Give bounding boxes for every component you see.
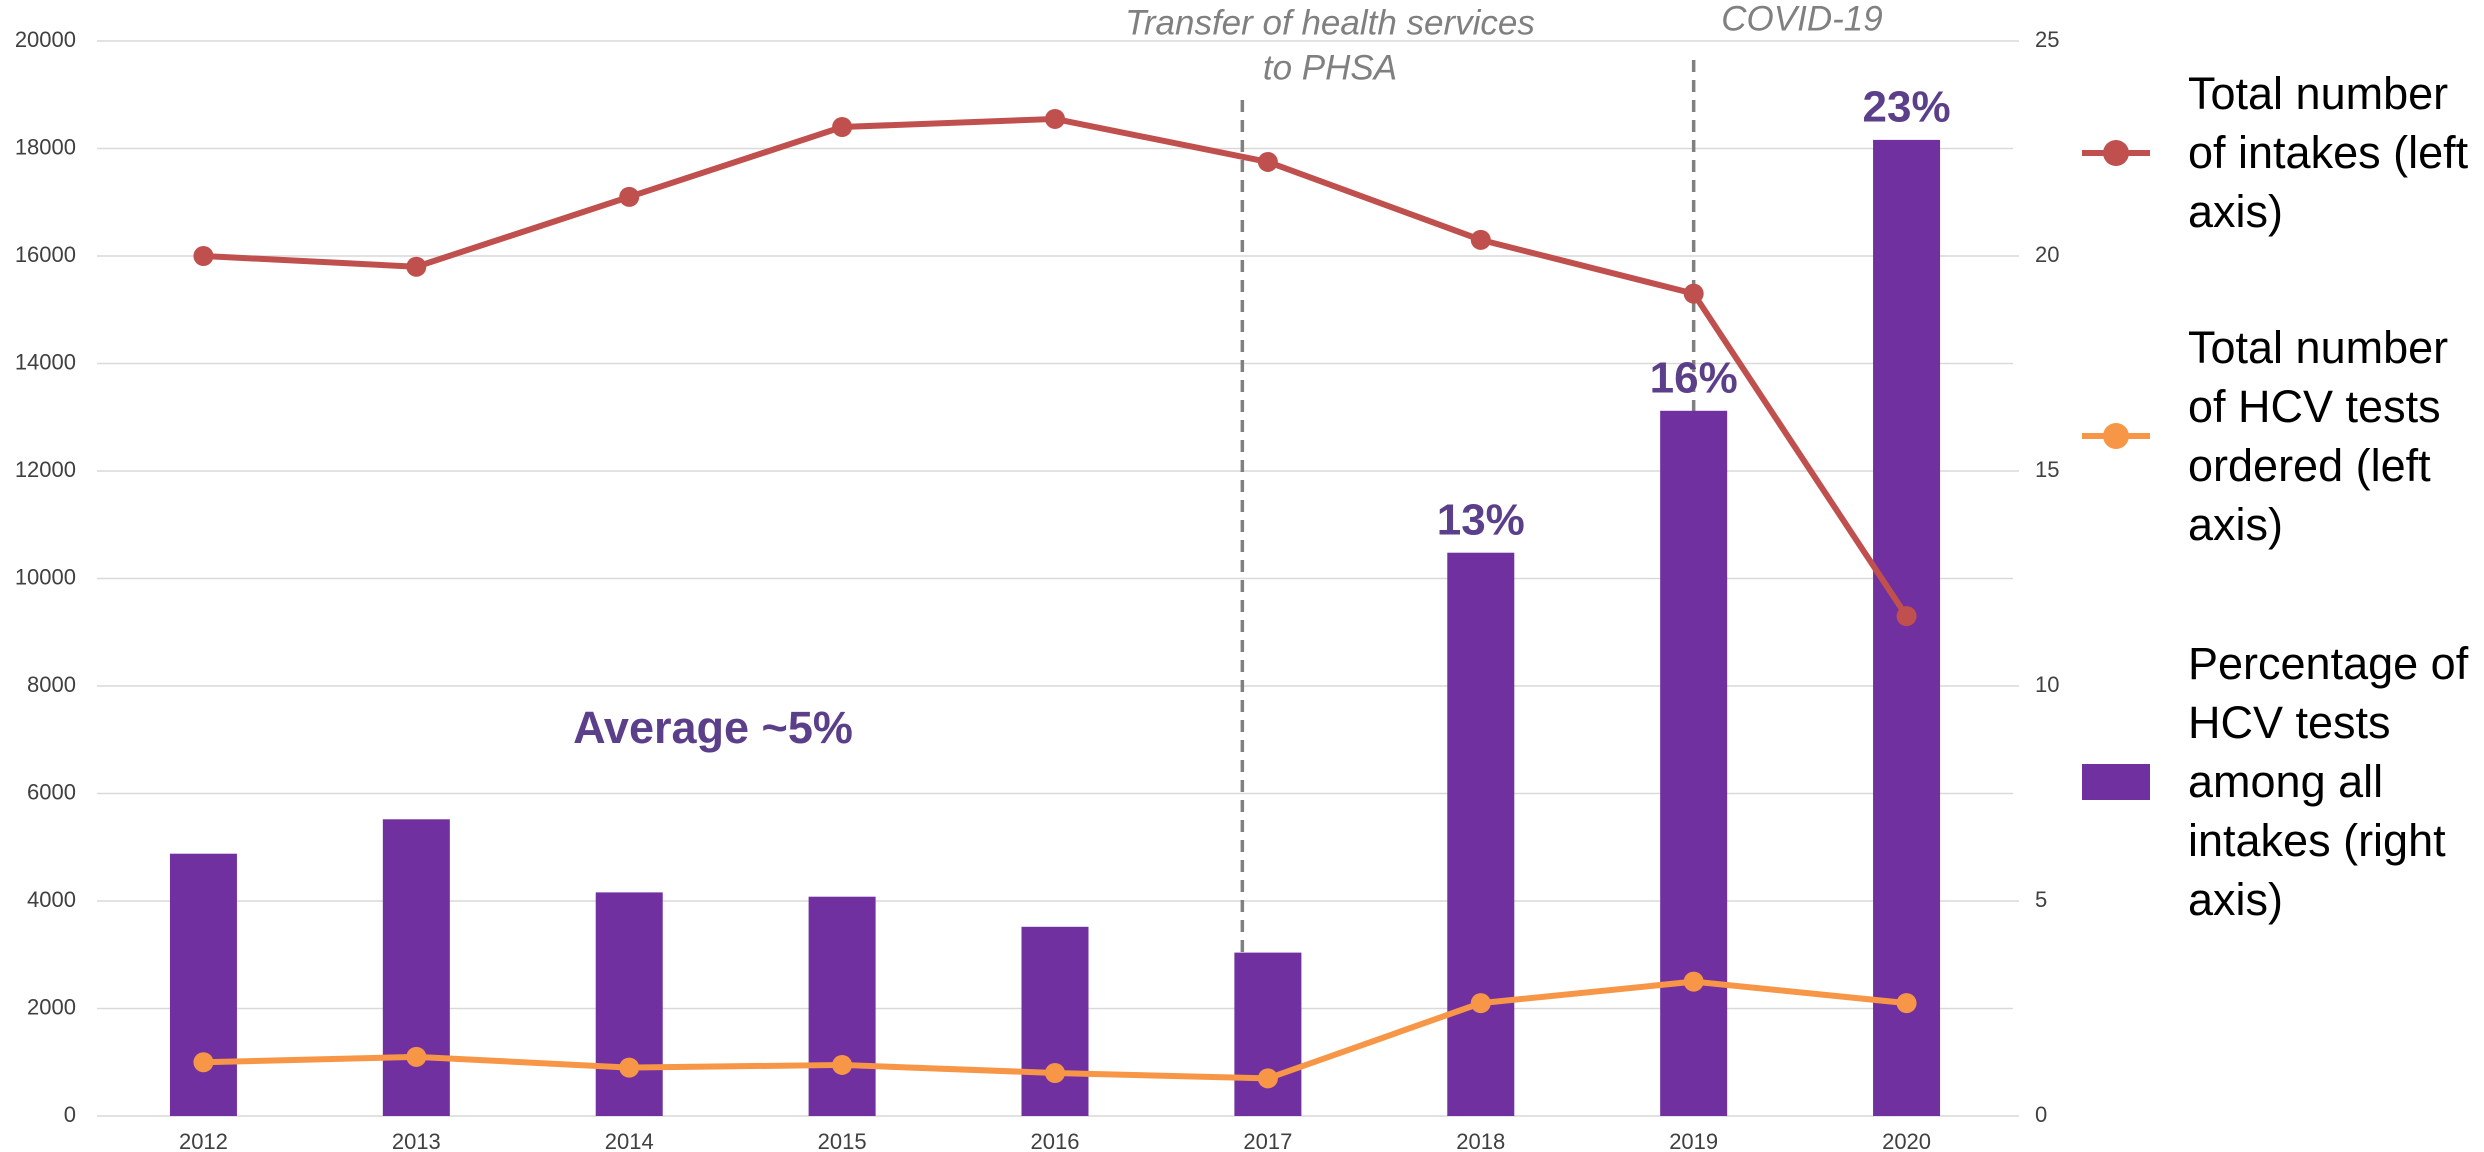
y-tick-label: 10000 <box>15 564 76 589</box>
legend-item: Total number of intakes (left axis) <box>2080 64 2484 241</box>
point <box>406 256 427 277</box>
bar <box>1660 410 1728 1116</box>
x-tick-label: 2015 <box>818 1129 867 1152</box>
annotation: to PHSA <box>1263 48 1397 87</box>
bar <box>1873 139 1941 1116</box>
legend-label: Total number of intakes (left axis) <box>2188 68 2469 237</box>
y-tick-label: 16000 <box>15 242 76 267</box>
point <box>1470 229 1491 250</box>
x-tick-label: 2017 <box>1243 1129 1292 1152</box>
point <box>1470 993 1491 1014</box>
legend-marker <box>2082 763 2150 800</box>
data-label: 23% <box>1863 83 1951 132</box>
x-tick-label: 2013 <box>392 1129 441 1152</box>
legend-label: Percentage of HCV tests among all intake… <box>2188 638 2469 925</box>
point <box>1683 971 1704 992</box>
data-label: 13% <box>1437 495 1525 544</box>
point <box>832 1054 853 1075</box>
x-tick-label: 2014 <box>605 1129 654 1152</box>
point <box>619 186 640 207</box>
legend-item: Percentage of HCV tests among all intake… <box>2080 634 2484 929</box>
annotation: Average ~5% <box>573 702 853 753</box>
point <box>1257 151 1278 172</box>
annotation: COVID-19 <box>1721 0 1882 38</box>
point <box>1683 283 1704 304</box>
x-tick-label: 2020 <box>1882 1129 1931 1152</box>
y-tick-label: 20000 <box>15 27 76 52</box>
data-label: 16% <box>1650 353 1738 402</box>
bar <box>169 853 237 1116</box>
y-tick-label: 0 <box>64 1102 76 1127</box>
x-tick-label: 2012 <box>179 1129 228 1152</box>
point <box>1896 993 1917 1014</box>
point <box>1896 606 1917 627</box>
y2-tick-label: 0 <box>2035 1102 2047 1127</box>
y-tick-label: 8000 <box>27 672 76 697</box>
x-tick-label: 2019 <box>1669 1129 1718 1152</box>
bar <box>595 892 663 1116</box>
point <box>1045 1063 1065 1083</box>
point <box>406 1046 427 1067</box>
annotation: Transfer of health services <box>1125 3 1535 42</box>
point <box>193 246 214 266</box>
y2-tick-label: 10 <box>2035 672 2059 697</box>
y-tick-label: 14000 <box>15 349 76 374</box>
bar <box>808 896 876 1116</box>
legend-dot <box>2103 423 2129 449</box>
bar <box>382 819 450 1116</box>
y-tick-label: 18000 <box>15 134 76 159</box>
legend-label: Total number of HCV tests ordered (left … <box>2188 322 2449 550</box>
legend-marker <box>2082 423 2150 449</box>
point <box>1257 1068 1278 1089</box>
point <box>193 1052 214 1073</box>
bar <box>1447 552 1515 1116</box>
point <box>619 1057 640 1078</box>
y2-tick-label: 15 <box>2035 457 2059 482</box>
bar <box>1021 926 1089 1116</box>
y-tick-label: 6000 <box>27 779 76 804</box>
legend-marker <box>2082 139 2150 166</box>
bar <box>1234 952 1302 1116</box>
legend-dot <box>2103 139 2129 166</box>
y2-tick-label: 20 <box>2035 242 2059 267</box>
y2-tick-label: 5 <box>2035 887 2047 912</box>
x-tick-label: 2018 <box>1456 1129 1505 1152</box>
y-tick-label: 2000 <box>27 994 76 1019</box>
point <box>832 117 853 137</box>
legend-swatch <box>2082 763 2150 800</box>
x-tick-label: 2016 <box>1031 1129 1080 1152</box>
y-tick-label: 12000 <box>15 457 76 482</box>
point <box>1045 108 1065 129</box>
y2-tick-label: 25 <box>2035 27 2059 52</box>
y-tick-label: 4000 <box>27 887 76 912</box>
legend-item: Total number of HCV tests ordered (left … <box>2080 318 2484 554</box>
